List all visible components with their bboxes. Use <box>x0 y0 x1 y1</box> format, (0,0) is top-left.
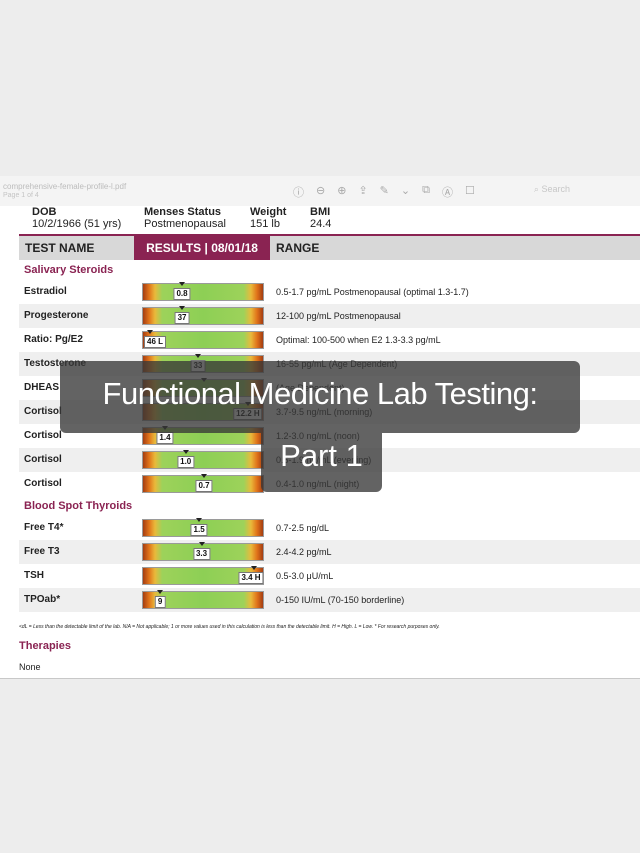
page-indicator: Page 1 of 4 <box>3 192 39 199</box>
result-marker <box>147 330 154 334</box>
test-name: Free T4* <box>24 522 64 533</box>
table-row: Free T4* 1.5 0.7-2.5 ng/dL <box>19 516 640 540</box>
reference-range: 0.5-1.7 pg/mL Postmenopausal (optimal 1.… <box>276 287 469 297</box>
result-marker <box>182 450 189 454</box>
therapies-value: None <box>19 662 41 672</box>
result-value: 1.4 <box>156 432 174 444</box>
chevron-down-icon[interactable]: ⌄ <box>400 185 411 197</box>
header-results: RESULTS | 08/01/18 <box>134 236 270 260</box>
file-name: comprehensive-female-profile-l.pdf <box>3 182 127 191</box>
title-overlay-box <box>60 361 580 433</box>
test-name: Cortisol <box>24 478 62 489</box>
test-name: Testosterone <box>24 358 87 369</box>
result-value: 1.0 <box>177 456 195 468</box>
result-gauge-bar: 0.7 <box>142 474 264 493</box>
table-row: TSH 3.4 H 0.5-3.0 μU/mL <box>19 564 640 588</box>
toolbar-icons: ⓘ ⊖ ⊕ ⇪ ✎ ⌄ ⧉ Ⓐ ☐ <box>293 184 475 200</box>
menses-value: Postmenopausal <box>144 218 226 230</box>
header-range: RANGE <box>270 236 640 260</box>
form-icon[interactable]: ☐ <box>464 185 475 197</box>
reference-range: Optimal: 100-500 when E2 1.3-3.3 pg/mL <box>276 335 441 345</box>
reference-range: 12-100 pg/mL Postmenopausal <box>276 311 401 321</box>
result-marker <box>201 474 207 478</box>
result-marker <box>196 518 203 522</box>
search-icon: ⌕ <box>533 184 539 194</box>
table-row: TPOab* 9 0-150 IU/mL (70-150 borderline) <box>19 588 640 612</box>
result-marker <box>179 306 186 310</box>
result-gauge-bar: 1.0 <box>142 450 264 469</box>
title-overlay-box-2 <box>261 433 382 492</box>
dob-label: DOB <box>32 206 57 218</box>
result-marker <box>251 566 258 570</box>
result-gauge-bar: 1.5 <box>142 518 264 537</box>
share-icon[interactable]: ⇪ <box>358 185 368 197</box>
test-name: DHEAS <box>24 382 60 393</box>
table-row: Ratio: Pg/E2 46 L Optimal: 100-500 when E2… <box>19 328 640 352</box>
result-gauge-bar: 46 L <box>142 330 264 349</box>
annotate-icon[interactable]: Ⓐ <box>441 187 453 199</box>
result-value: 0.7 <box>195 480 213 492</box>
zoom-out-icon[interactable]: ⊖ <box>316 185 326 197</box>
weight-value: 151 lb <box>250 218 280 230</box>
test-name: Cortisol <box>24 406 62 417</box>
reference-range: 0.5-3.0 μU/mL <box>276 571 334 581</box>
test-name: Estradiol <box>24 286 67 297</box>
therapies-heading: Therapies <box>19 640 71 652</box>
section-title: Blood Spot Thyroids <box>24 500 133 512</box>
bmi-value: 24.4 <box>310 218 332 230</box>
result-marker <box>194 354 201 358</box>
overlay-title-line1: Functional Medicine Lab Testing: <box>102 376 538 411</box>
result-value: 3.3 <box>192 548 211 560</box>
result-gauge-bar: 3.4 H <box>142 566 264 585</box>
bmi-label: BMI <box>310 206 331 218</box>
result-value: 37 <box>174 312 190 324</box>
rotate-icon[interactable]: ⧉ <box>422 184 430 196</box>
zoom-in-icon[interactable]: ⊕ <box>337 185 347 197</box>
markup-icon[interactable]: ✎ <box>379 185 389 197</box>
test-name: Cortisol <box>24 454 62 465</box>
result-gauge-bar: 9 <box>142 590 264 609</box>
table-row: Free T3 3.3 2.4-4.2 pg/mL <box>19 540 640 564</box>
test-name: Ratio: Pg/E2 <box>24 334 83 345</box>
weight-label: Weight <box>250 206 287 218</box>
section-title: Salivary Steroids <box>24 264 114 276</box>
menses-label: Menses Status <box>144 206 222 218</box>
reference-range: 2.4-4.2 pg/mL <box>276 547 332 557</box>
search-placeholder: Search <box>541 184 570 194</box>
pdf-viewer-toolbar: comprehensive-female-profile-l.pdf Page … <box>0 176 640 207</box>
overlay-title-line2: Part 1 <box>280 438 363 473</box>
result-gauge-bar: 3.3 <box>142 542 264 561</box>
header-test-name: TEST NAME <box>19 236 134 260</box>
info-icon[interactable]: ⓘ <box>293 187 304 199</box>
result-value: 46 L <box>143 336 167 348</box>
table-row: Progesterone 37 12-100 pg/mL Postmenopausa… <box>19 304 640 328</box>
result-value: 3.4 H <box>238 572 264 584</box>
test-name: Cortisol <box>24 430 62 441</box>
result-marker <box>179 282 186 286</box>
test-name: Free T3 <box>24 546 60 557</box>
search-field[interactable]: ⌕ Search <box>534 184 570 195</box>
reference-range: 0-150 IU/mL (70-150 borderline) <box>276 595 405 605</box>
result-marker <box>157 590 164 594</box>
result-value: 9 <box>154 596 166 608</box>
test-name: TSH <box>24 570 44 581</box>
result-value: 0.8 <box>173 288 191 300</box>
footnote: <dL = Less than the detectable limit of … <box>19 624 440 630</box>
result-value: 1.5 <box>190 524 208 536</box>
test-name: Progesterone <box>24 310 89 321</box>
table-row: Estradiol 0.8 0.5-1.7 pg/mL Postmenopausal… <box>19 280 640 304</box>
result-marker <box>198 542 205 546</box>
dob-value: 10/2/1966 (51 yrs) <box>32 218 122 230</box>
reference-range: 0.7-2.5 ng/dL <box>276 523 330 533</box>
header-rule <box>19 234 640 236</box>
result-gauge-bar: 37 <box>142 306 264 325</box>
test-name: TPOab* <box>24 594 61 605</box>
result-gauge-bar: 0.8 <box>142 282 264 301</box>
